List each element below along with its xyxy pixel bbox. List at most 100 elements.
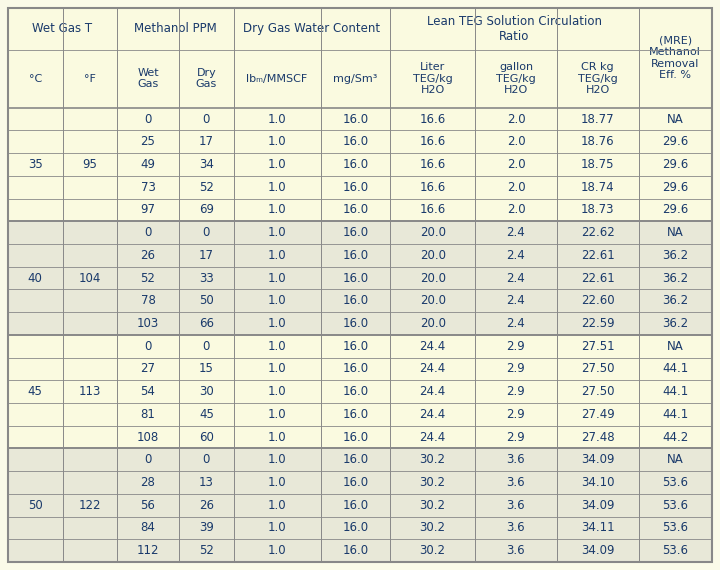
Bar xyxy=(8,50,712,108)
Text: 44.1: 44.1 xyxy=(662,363,688,376)
Text: 16.6: 16.6 xyxy=(420,135,446,148)
Text: mg/Sm³: mg/Sm³ xyxy=(333,74,378,84)
Text: 122: 122 xyxy=(78,499,101,512)
Text: 2.9: 2.9 xyxy=(507,363,526,376)
Text: 0: 0 xyxy=(144,453,152,466)
Text: 2.9: 2.9 xyxy=(507,430,526,443)
Text: 26: 26 xyxy=(199,499,214,512)
Text: 27.51: 27.51 xyxy=(581,340,614,353)
Text: 36.2: 36.2 xyxy=(662,249,688,262)
Text: 16.0: 16.0 xyxy=(343,317,369,330)
Text: 3.6: 3.6 xyxy=(507,499,526,512)
Text: 24.4: 24.4 xyxy=(420,385,446,398)
Text: 35: 35 xyxy=(28,158,42,171)
Text: 0: 0 xyxy=(144,113,152,125)
Text: 22.61: 22.61 xyxy=(581,271,615,284)
Text: 16.0: 16.0 xyxy=(343,181,369,194)
Text: 52: 52 xyxy=(199,544,214,557)
Text: 52: 52 xyxy=(140,271,156,284)
Text: 1.0: 1.0 xyxy=(268,385,287,398)
Text: Liter
TEG/kg
H2O: Liter TEG/kg H2O xyxy=(413,62,453,95)
Text: 16.0: 16.0 xyxy=(343,226,369,239)
Text: 22.61: 22.61 xyxy=(581,249,615,262)
Text: 2.4: 2.4 xyxy=(507,294,526,307)
Text: 18.73: 18.73 xyxy=(581,203,614,217)
Text: 2.4: 2.4 xyxy=(507,226,526,239)
Text: 2.0: 2.0 xyxy=(507,203,526,217)
Text: 60: 60 xyxy=(199,430,214,443)
Text: 16.0: 16.0 xyxy=(343,522,369,535)
Text: 112: 112 xyxy=(137,544,159,557)
Text: 53.6: 53.6 xyxy=(662,522,688,535)
Text: 29.6: 29.6 xyxy=(662,181,688,194)
Text: 84: 84 xyxy=(140,522,156,535)
Text: 1.0: 1.0 xyxy=(268,135,287,148)
Text: 50: 50 xyxy=(199,294,214,307)
Text: 56: 56 xyxy=(140,499,156,512)
Text: 1.0: 1.0 xyxy=(268,499,287,512)
Text: 20.0: 20.0 xyxy=(420,294,446,307)
Text: 69: 69 xyxy=(199,203,214,217)
Text: CR kg
TEG/kg
H2O: CR kg TEG/kg H2O xyxy=(578,62,618,95)
Text: 0: 0 xyxy=(144,340,152,353)
Text: 3.6: 3.6 xyxy=(507,522,526,535)
Text: 24.4: 24.4 xyxy=(420,430,446,443)
Text: 34.09: 34.09 xyxy=(581,499,614,512)
Text: 29.6: 29.6 xyxy=(662,203,688,217)
Text: 45: 45 xyxy=(28,385,42,398)
Text: 16.0: 16.0 xyxy=(343,135,369,148)
Text: 16.0: 16.0 xyxy=(343,158,369,171)
Text: 49: 49 xyxy=(140,158,156,171)
Text: 66: 66 xyxy=(199,317,214,330)
Text: 1.0: 1.0 xyxy=(268,181,287,194)
Text: 17: 17 xyxy=(199,249,214,262)
Text: NA: NA xyxy=(667,453,684,466)
Text: 1.0: 1.0 xyxy=(268,522,287,535)
Text: 18.74: 18.74 xyxy=(581,181,614,194)
Bar xyxy=(8,221,712,335)
Text: 29.6: 29.6 xyxy=(662,158,688,171)
Text: 3.6: 3.6 xyxy=(507,476,526,489)
Text: 16.6: 16.6 xyxy=(420,113,446,125)
Text: 16.0: 16.0 xyxy=(343,408,369,421)
Text: 16.6: 16.6 xyxy=(420,203,446,217)
Text: 2.4: 2.4 xyxy=(507,249,526,262)
Text: 34: 34 xyxy=(199,158,214,171)
Text: 2.9: 2.9 xyxy=(507,340,526,353)
Text: lbₘ/MMSCF: lbₘ/MMSCF xyxy=(246,74,307,84)
Text: 1.0: 1.0 xyxy=(268,544,287,557)
Text: 1.0: 1.0 xyxy=(268,408,287,421)
Text: 16.0: 16.0 xyxy=(343,453,369,466)
Text: °C: °C xyxy=(29,74,42,84)
Text: 22.60: 22.60 xyxy=(581,294,614,307)
Text: 27: 27 xyxy=(140,363,156,376)
Text: 29.6: 29.6 xyxy=(662,135,688,148)
Text: 2.4: 2.4 xyxy=(507,317,526,330)
Text: 1.0: 1.0 xyxy=(268,158,287,171)
Text: 36.2: 36.2 xyxy=(662,317,688,330)
Text: 113: 113 xyxy=(78,385,101,398)
Text: 34.10: 34.10 xyxy=(581,476,614,489)
Text: 104: 104 xyxy=(78,271,101,284)
Text: 1.0: 1.0 xyxy=(268,226,287,239)
Text: 34.09: 34.09 xyxy=(581,453,614,466)
Text: 18.76: 18.76 xyxy=(581,135,614,148)
Text: 16.0: 16.0 xyxy=(343,203,369,217)
Text: gallon
TEG/kg
H2O: gallon TEG/kg H2O xyxy=(496,62,536,95)
Text: 30.2: 30.2 xyxy=(420,544,446,557)
Text: 30.2: 30.2 xyxy=(420,522,446,535)
Text: 18.75: 18.75 xyxy=(581,158,614,171)
Text: 1.0: 1.0 xyxy=(268,430,287,443)
Text: 2.0: 2.0 xyxy=(507,113,526,125)
Text: 25: 25 xyxy=(140,135,156,148)
Text: 1.0: 1.0 xyxy=(268,363,287,376)
Text: 17: 17 xyxy=(199,135,214,148)
Text: 24.4: 24.4 xyxy=(420,408,446,421)
Text: 20.0: 20.0 xyxy=(420,271,446,284)
Text: °F: °F xyxy=(84,74,96,84)
Text: 30: 30 xyxy=(199,385,214,398)
Text: 30.2: 30.2 xyxy=(420,499,446,512)
Text: 16.0: 16.0 xyxy=(343,544,369,557)
Text: 16.0: 16.0 xyxy=(343,271,369,284)
Text: 27.48: 27.48 xyxy=(581,430,614,443)
